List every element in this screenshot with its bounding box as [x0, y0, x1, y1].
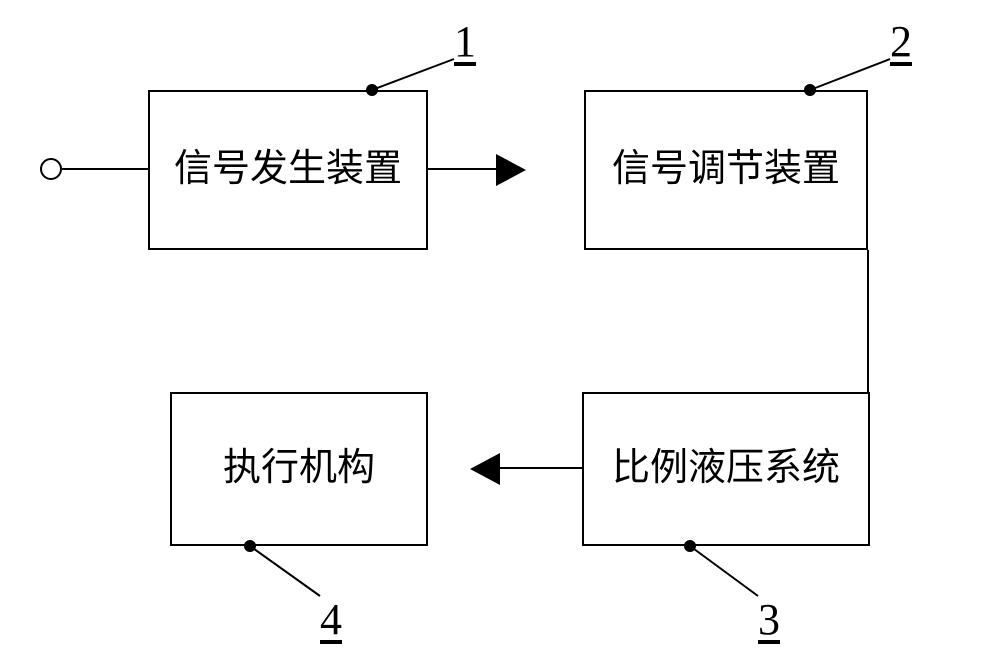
callout-label-1: 1	[454, 16, 476, 67]
block-actuator: 执行机构	[170, 392, 428, 546]
callout-label-2: 2	[890, 16, 912, 67]
connector-b2-to-b3	[867, 250, 869, 392]
arrow-left-icon	[470, 453, 500, 485]
block-text: 比例液压系统	[608, 440, 844, 497]
connector-b1-to-b2	[428, 168, 496, 170]
arrow-right-icon	[496, 154, 526, 186]
leader-dot	[684, 540, 696, 552]
input-terminal-icon	[40, 158, 62, 180]
block-signal-generator: 信号发生装置	[148, 90, 428, 250]
connector-b3-to-b4	[500, 467, 582, 469]
leader-dot	[366, 84, 378, 96]
block-text: 执行机构	[219, 440, 379, 497]
connector-input-to-b1	[62, 168, 148, 170]
block-text: 信号调节装置	[608, 141, 844, 198]
block-signal-regulator: 信号调节装置	[584, 90, 868, 250]
callout-label-4: 4	[320, 594, 342, 645]
block-hydraulic-system: 比例液压系统	[582, 392, 870, 546]
leader-dot	[244, 540, 256, 552]
block-text: 信号发生装置	[170, 141, 406, 198]
callout-label-3: 3	[758, 594, 780, 645]
leader-dot	[804, 84, 816, 96]
